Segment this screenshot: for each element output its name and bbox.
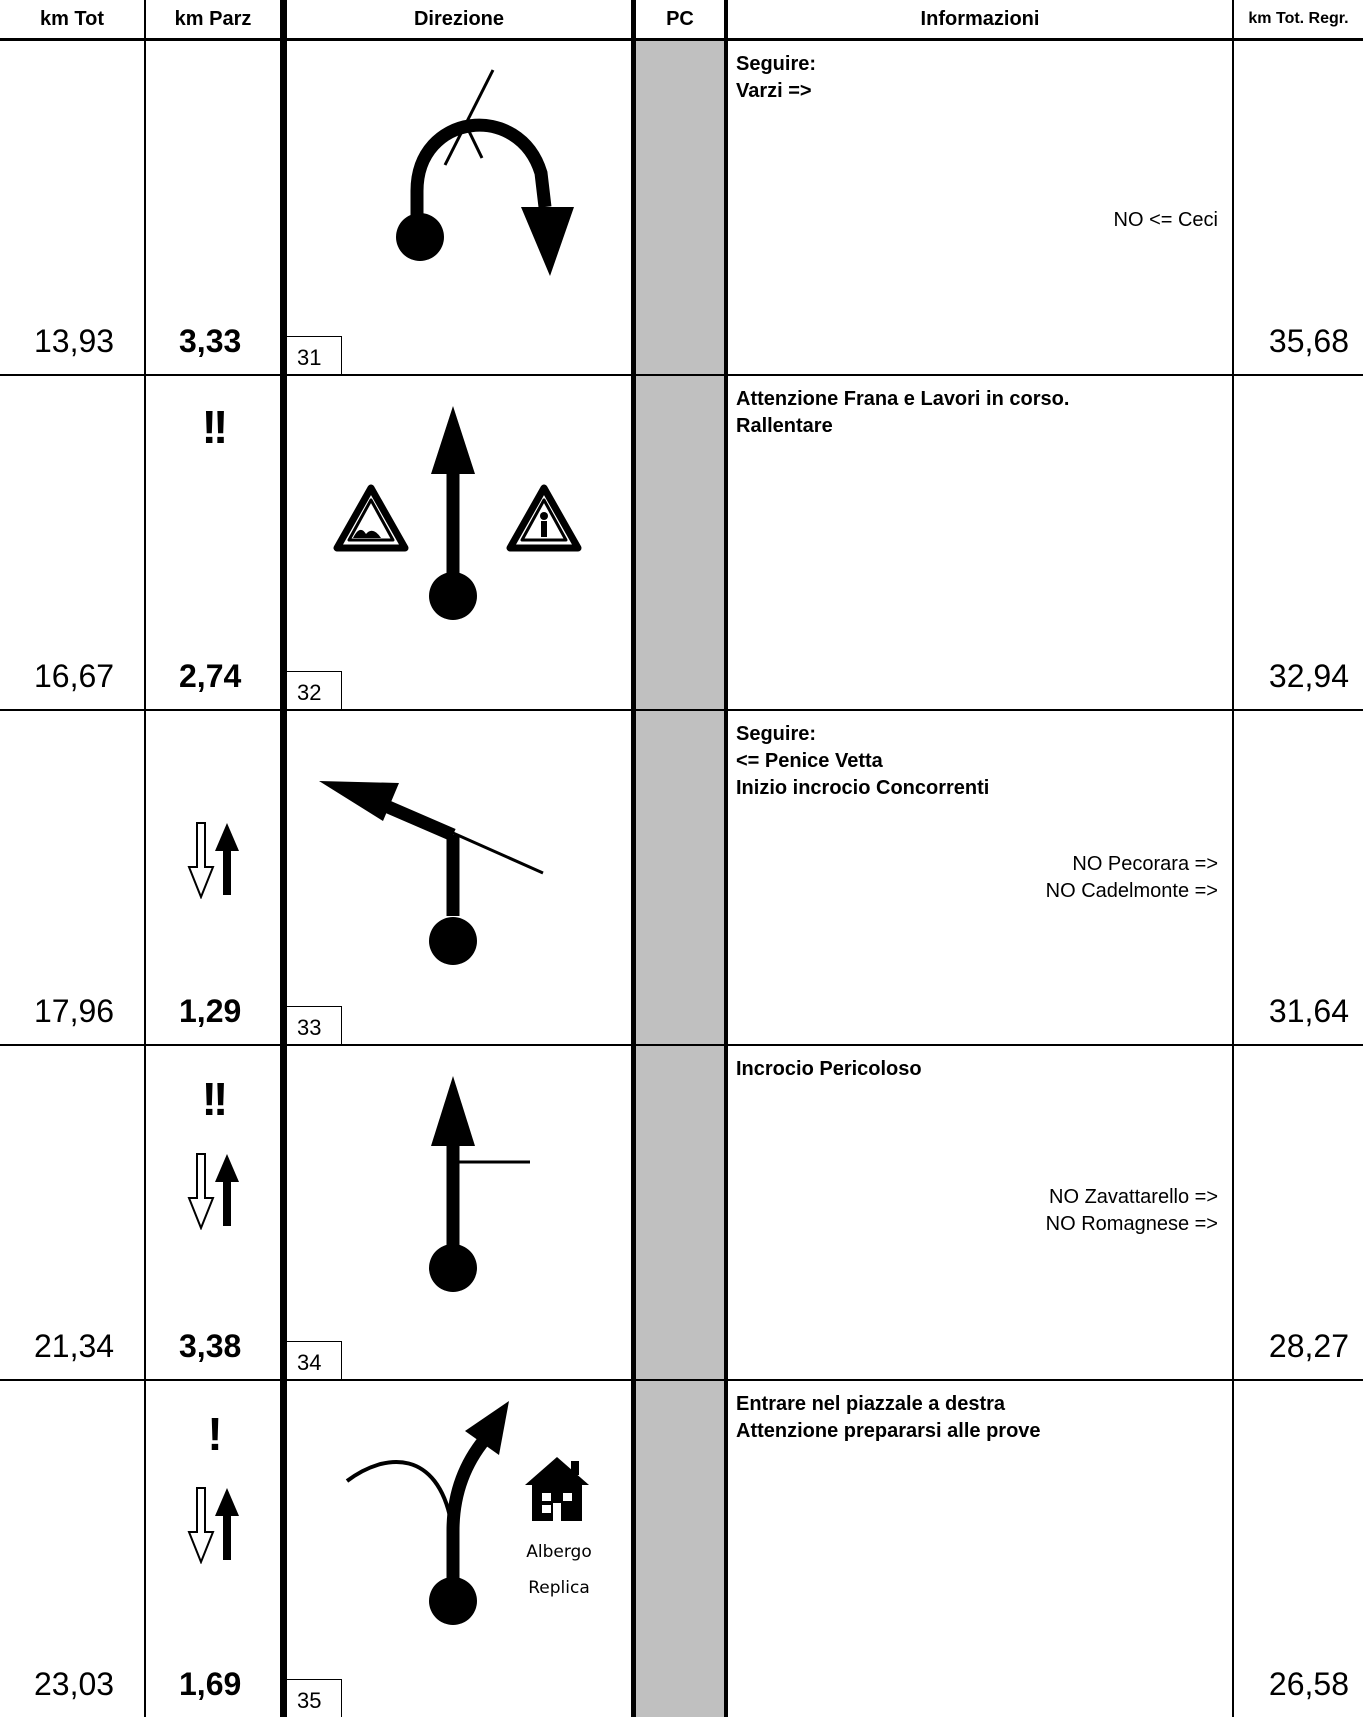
header-informazioni: Informazioni xyxy=(728,0,1234,41)
km-tot-value: 21,34 xyxy=(34,1328,115,1364)
step-number-badge: 31 xyxy=(287,336,342,374)
straight-arrow-with-bump-and-roadworks-signs-icon xyxy=(333,406,582,620)
roadbook-row: 16,67 !! 2,74 32 Attenzione Frana e Lavo… xyxy=(0,376,1363,711)
km-parz-value: 1,69 xyxy=(179,1666,242,1702)
km-parz-cell: !! 3,38 xyxy=(146,1046,282,1379)
step-number-badge: 32 xyxy=(287,671,342,709)
pc-cell xyxy=(636,1381,728,1717)
km-parz-value: 2,74 xyxy=(179,658,242,694)
info-text: Entrare nel piazzale a destra Attenzione… xyxy=(736,1393,1041,1442)
pc-cell xyxy=(636,711,728,1044)
km-regr-value: 35,68 xyxy=(1268,323,1349,359)
km-regr-cell: 32,94 xyxy=(1234,376,1363,709)
info-cell: Incrocio Pericoloso NO Zavattarello => N… xyxy=(728,1046,1234,1379)
hotel-label-replica: Replica xyxy=(528,1578,590,1598)
km-tot-value: 13,93 xyxy=(34,323,115,359)
header-km-tot-regr: km Tot. Regr. xyxy=(1234,0,1363,41)
info-cell: Attenzione Frana e Lavori in corso. Rall… xyxy=(728,376,1234,709)
direction-cell: 34 xyxy=(282,1046,636,1379)
header-km-parz: km Parz xyxy=(146,0,282,41)
km-tot-cell: 17,96 xyxy=(0,711,146,1044)
direction-cell: 31 xyxy=(282,41,636,374)
roadbook-row: 21,34 !! 3,38 34 Incrocio Pericoloso NO … xyxy=(0,1046,1363,1381)
info-cell: Seguire: <= Penice Vetta Inizio incrocio… xyxy=(728,711,1234,1044)
header-direzione: Direzione xyxy=(282,0,636,41)
u-turn-right-arrow-icon xyxy=(396,69,574,276)
km-regr-value: 31,64 xyxy=(1268,993,1349,1029)
info-text: Incrocio Pericoloso xyxy=(736,1058,922,1080)
km-regr-value: 28,27 xyxy=(1268,1328,1349,1364)
km-tot-cell: 23,03 xyxy=(0,1381,146,1717)
step-number-badge: 35 xyxy=(287,1679,342,1717)
km-parz-cell: 1,29 xyxy=(146,711,282,1044)
km-regr-value: 32,94 xyxy=(1268,658,1349,694)
warning-marks: ! xyxy=(207,1408,222,1460)
direction-cell: 32 xyxy=(282,376,636,709)
info-cell: Seguire: Varzi => NO <= Ceci xyxy=(728,41,1234,374)
up-down-arrows-icon xyxy=(187,1153,239,1230)
fork-right-arrow-with-hotel-icon: Albergo Replica xyxy=(345,1401,592,1625)
no-direction-text: NO <= Ceci xyxy=(1113,209,1218,231)
km-parz-cell: 3,33 xyxy=(146,41,282,374)
direction-cell: 33 xyxy=(282,711,636,1044)
header-km-tot: km Tot xyxy=(0,0,146,41)
up-down-arrows-icon xyxy=(187,822,239,899)
header-pc: PC xyxy=(636,0,728,41)
warning-marks: !! xyxy=(201,1073,229,1125)
km-parz-value: 1,29 xyxy=(179,993,242,1029)
km-tot-value: 17,96 xyxy=(34,993,115,1029)
km-regr-cell: 28,27 xyxy=(1234,1046,1363,1379)
km-regr-cell: 31,64 xyxy=(1234,711,1363,1044)
info-text: Seguire: <= Penice Vetta Inizio incrocio… xyxy=(736,723,990,799)
info-text: Attenzione Frana e Lavori in corso. Rall… xyxy=(736,388,1070,437)
pc-cell xyxy=(636,41,728,374)
km-tot-cell: 16,67 xyxy=(0,376,146,709)
km-tot-cell: 21,34 xyxy=(0,1046,146,1379)
km-regr-value: 26,58 xyxy=(1268,1666,1349,1702)
direction-cell: Albergo Replica 35 xyxy=(282,1381,636,1717)
info-cell: Entrare nel piazzale a destra Attenzione… xyxy=(728,1381,1234,1717)
km-tot-cell: 13,93 xyxy=(0,41,146,374)
step-number-badge: 33 xyxy=(287,1006,342,1044)
hotel-label-albergo: Albergo xyxy=(526,1542,592,1562)
info-text: Seguire: Varzi => xyxy=(736,53,817,102)
km-parz-cell: ! 1,69 xyxy=(146,1381,282,1717)
roadbook-row: 23,03 ! 1,69 Alber xyxy=(0,1381,1363,1717)
km-regr-cell: 35,68 xyxy=(1234,41,1363,374)
km-regr-cell: 26,58 xyxy=(1234,1381,1363,1717)
km-tot-value: 23,03 xyxy=(34,1666,115,1702)
warning-marks: !! xyxy=(201,401,229,453)
pc-cell xyxy=(636,1046,728,1379)
left-turn-arrow-icon xyxy=(319,781,544,965)
roadbook-row: 17,96 1,29 33 Seguire: <= Penice Vetta I… xyxy=(0,711,1363,1046)
km-parz-value: 3,38 xyxy=(179,1328,242,1364)
pc-cell xyxy=(636,376,728,709)
km-tot-value: 16,67 xyxy=(34,658,115,694)
no-direction-text: NO Pecorara => NO Cadelmonte => xyxy=(1045,853,1218,902)
km-parz-cell: !! 2,74 xyxy=(146,376,282,709)
km-parz-value: 3,33 xyxy=(179,323,242,359)
roadbook-row: 13,93 3,33 31 Seguire: Varzi => NO <= Ce… xyxy=(0,41,1363,376)
step-number-badge: 34 xyxy=(287,1341,342,1379)
no-direction-text: NO Zavattarello => NO Romagnese => xyxy=(1045,1186,1218,1235)
straight-arrow-with-right-junction-icon xyxy=(429,1076,530,1292)
up-down-arrows-icon xyxy=(187,1487,239,1564)
